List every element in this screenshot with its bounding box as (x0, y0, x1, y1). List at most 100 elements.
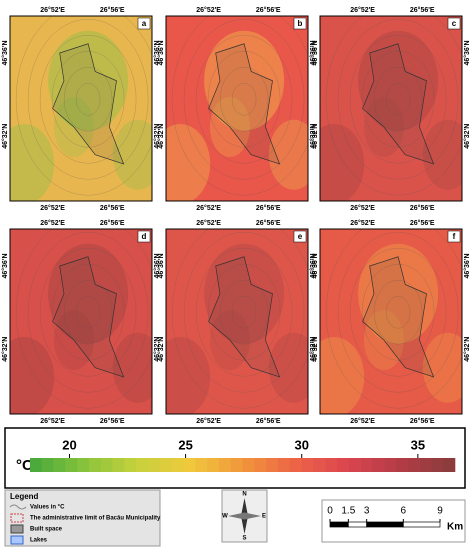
lat-label: 46°36'N (463, 40, 470, 65)
lon-label: 26°52'E (196, 6, 221, 14)
contour (325, 16, 462, 196)
temperature-zone (166, 124, 211, 201)
contour (27, 19, 149, 180)
scale-tick-label: 3 (364, 506, 370, 517)
legend-item: Lakes (30, 538, 48, 544)
contour (231, 296, 257, 329)
scale-segment (366, 521, 404, 528)
panel-label: e (298, 232, 303, 241)
lat-label: 46°32'N (463, 124, 470, 149)
colorbar-tick-label: 20 (62, 437, 76, 452)
lon-label: 26°56'E (256, 417, 281, 425)
colorbar-step (183, 458, 196, 472)
legend-symbol (10, 513, 24, 523)
lon-label: 26°52'E (40, 417, 65, 425)
lat-label: 46°32'N (1, 124, 9, 149)
colorbar-step (301, 458, 314, 472)
scale-segment (402, 521, 441, 528)
panel-label: c (452, 19, 457, 28)
lat-label: 46°36'N (157, 40, 165, 65)
map-frame (9, 15, 153, 202)
colorbar-step (195, 458, 208, 472)
contour (75, 296, 101, 329)
panel-label: d (142, 232, 147, 241)
panel-label: f (453, 232, 456, 241)
colorbar-step (384, 458, 397, 472)
lat-label: 46°36'N (1, 253, 9, 278)
temperature-zone (112, 119, 152, 190)
lon-label: 26°52'E (350, 204, 375, 212)
lon-label: 26°56'E (256, 6, 281, 14)
lat-label: 46°32'N (311, 337, 319, 362)
contour (231, 83, 257, 116)
contour (207, 51, 281, 148)
temperature-zone (268, 119, 308, 190)
scale-tick-label: 0 (327, 506, 333, 517)
contour (195, 248, 293, 377)
panel-label-box (293, 17, 307, 30)
lon-label: 26°56'E (410, 204, 435, 212)
admin-limit (208, 43, 281, 165)
compass-e: E (262, 514, 266, 520)
panel-label-box (137, 230, 151, 243)
contour (349, 248, 447, 377)
map-frame (319, 15, 463, 202)
panel-label-box (447, 230, 461, 243)
map-frame (319, 228, 463, 415)
colorbar-step (136, 458, 149, 472)
colorbar-step (207, 458, 220, 472)
map-background (10, 229, 152, 414)
lat-label: 46°32'N (309, 124, 317, 149)
map-content (166, 16, 308, 201)
colorbar-step (443, 458, 456, 472)
contour (39, 35, 137, 164)
colorbar-step (419, 458, 432, 472)
colorbar-tick-label: 25 (178, 437, 192, 452)
colorbar-step (336, 458, 350, 472)
temperature-zone (10, 124, 55, 201)
map-panel: c 26°52'E 26°52'E 26°56'E 26°56'E 46°36'N 46°3… (311, 6, 470, 212)
colorbar-step (100, 458, 113, 472)
colorbar-step (395, 458, 409, 472)
lat-label: 46°36'N (309, 253, 317, 278)
lat-label: 46°36'N (311, 40, 319, 65)
map-frame (9, 228, 153, 415)
admin-limit (362, 43, 435, 165)
scale-tick-label: 1.5 (341, 506, 355, 517)
lat-label: 46°36'N (309, 40, 317, 65)
lon-label: 26°56'E (256, 204, 281, 212)
map-panel: b 26°52'E 26°52'E 26°56'E 26°56'E 46°36'N 46°3… (157, 6, 317, 212)
colorbar-step (148, 458, 161, 472)
map-content (166, 229, 308, 414)
legend-symbol (10, 535, 24, 545)
contour (219, 280, 269, 345)
scale-segment (329, 521, 349, 528)
lon-label: 26°52'E (40, 204, 65, 212)
legend-title: Legend (10, 492, 39, 501)
colorbar-step (218, 458, 231, 472)
map-content (320, 229, 462, 414)
compass-n: N (242, 492, 246, 498)
map-panel: f 26°52'E 26°52'E 26°56'E 26°56'E 46°36'N 46°3… (311, 219, 470, 425)
contour (373, 67, 423, 132)
lat-label: 46°36'N (153, 40, 161, 65)
lon-label: 26°56'E (410, 219, 435, 227)
lon-label: 26°56'E (100, 204, 125, 212)
temperature-zone (358, 30, 439, 131)
lat-label: 46°32'N (463, 337, 470, 362)
legend-item: The administrative limit of Bacău Munici… (30, 516, 161, 522)
map-panel: a 26°52'E 26°52'E 26°56'E 26°56'E 46°36'N 46°3… (1, 6, 161, 212)
lon-label: 26°56'E (100, 6, 125, 14)
contour (171, 16, 308, 196)
lat-label: 46°36'N (1, 40, 9, 65)
contour (361, 51, 435, 148)
contour (51, 51, 125, 148)
lon-label: 26°56'E (100, 417, 125, 425)
lon-label: 26°52'E (350, 417, 375, 425)
colorbar-step (277, 458, 291, 472)
colorbar-step (242, 458, 255, 472)
scale-tick-label: 6 (401, 506, 407, 517)
colorbar-step (266, 458, 279, 472)
contour (349, 35, 447, 164)
